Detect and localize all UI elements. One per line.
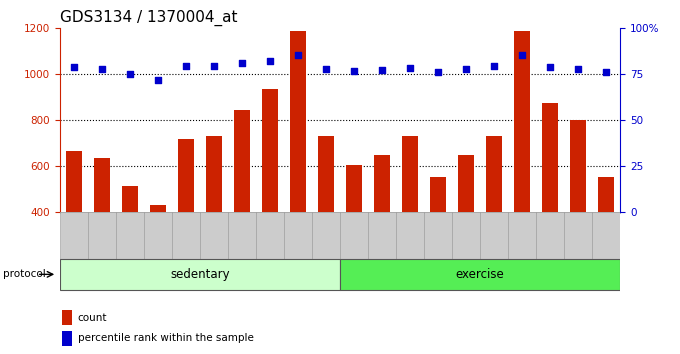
FancyBboxPatch shape <box>284 212 312 278</box>
Bar <box>62 331 72 346</box>
Bar <box>318 137 334 304</box>
Bar <box>486 137 502 304</box>
FancyBboxPatch shape <box>172 212 200 278</box>
Bar <box>403 137 418 304</box>
Bar <box>122 186 137 304</box>
FancyBboxPatch shape <box>592 212 620 278</box>
Point <box>432 69 443 75</box>
Bar <box>178 139 194 304</box>
Point <box>320 67 331 72</box>
Point <box>237 61 248 66</box>
FancyBboxPatch shape <box>88 212 116 278</box>
Point <box>573 67 583 72</box>
FancyBboxPatch shape <box>424 212 452 278</box>
Text: protocol: protocol <box>3 269 46 279</box>
Bar <box>430 177 446 304</box>
Text: GDS3134 / 1370004_at: GDS3134 / 1370004_at <box>60 9 237 25</box>
Bar <box>571 120 586 304</box>
FancyBboxPatch shape <box>60 212 88 278</box>
FancyBboxPatch shape <box>228 212 256 278</box>
Point <box>489 63 500 68</box>
Bar <box>290 31 306 304</box>
Bar <box>234 110 250 304</box>
Bar <box>94 158 109 304</box>
Bar <box>543 103 558 304</box>
FancyBboxPatch shape <box>256 212 284 278</box>
Point <box>97 66 107 72</box>
Bar <box>374 155 390 304</box>
FancyBboxPatch shape <box>396 212 424 278</box>
Point <box>377 67 388 73</box>
Text: exercise: exercise <box>456 268 505 281</box>
Point <box>600 69 611 75</box>
Point <box>460 67 471 72</box>
Point <box>517 52 528 58</box>
FancyBboxPatch shape <box>340 259 620 290</box>
FancyBboxPatch shape <box>312 212 340 278</box>
Point <box>124 72 135 77</box>
Bar <box>66 152 82 304</box>
Point <box>180 63 191 69</box>
Point <box>152 77 163 83</box>
FancyBboxPatch shape <box>508 212 536 278</box>
Point <box>265 58 275 63</box>
Point <box>209 63 220 69</box>
Point <box>545 64 556 70</box>
FancyBboxPatch shape <box>200 212 228 278</box>
Point <box>349 68 360 74</box>
FancyBboxPatch shape <box>452 212 480 278</box>
Text: sedentary: sedentary <box>170 268 230 281</box>
FancyBboxPatch shape <box>536 212 564 278</box>
FancyBboxPatch shape <box>116 212 144 278</box>
Bar <box>598 177 614 304</box>
FancyBboxPatch shape <box>564 212 592 278</box>
Bar <box>458 155 474 304</box>
FancyBboxPatch shape <box>144 212 172 278</box>
Bar <box>262 89 277 304</box>
Bar <box>514 31 530 304</box>
Point <box>69 64 80 70</box>
FancyBboxPatch shape <box>368 212 396 278</box>
Bar <box>62 310 72 325</box>
Bar <box>150 205 166 304</box>
Bar <box>206 137 222 304</box>
Point <box>292 52 303 58</box>
Text: percentile rank within the sample: percentile rank within the sample <box>78 333 254 343</box>
Point <box>405 65 415 71</box>
FancyBboxPatch shape <box>60 259 340 290</box>
FancyBboxPatch shape <box>340 212 368 278</box>
FancyBboxPatch shape <box>480 212 508 278</box>
Bar <box>346 165 362 304</box>
Text: count: count <box>78 313 107 323</box>
